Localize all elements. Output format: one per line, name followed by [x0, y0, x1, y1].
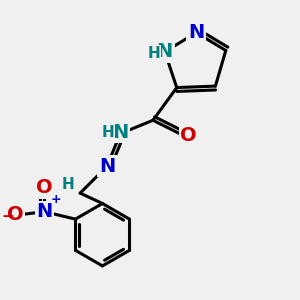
Text: +: + — [51, 194, 62, 206]
Text: H: H — [147, 46, 160, 61]
Text: O: O — [180, 126, 197, 145]
Text: O: O — [36, 178, 52, 197]
Text: −: − — [1, 209, 14, 224]
Text: H: H — [61, 177, 74, 192]
Text: N: N — [157, 42, 173, 62]
Text: N: N — [112, 123, 128, 142]
Text: N: N — [188, 23, 204, 42]
Text: H: H — [101, 125, 114, 140]
Text: N: N — [36, 202, 52, 221]
Text: N: N — [99, 157, 115, 176]
Text: O: O — [7, 205, 23, 224]
